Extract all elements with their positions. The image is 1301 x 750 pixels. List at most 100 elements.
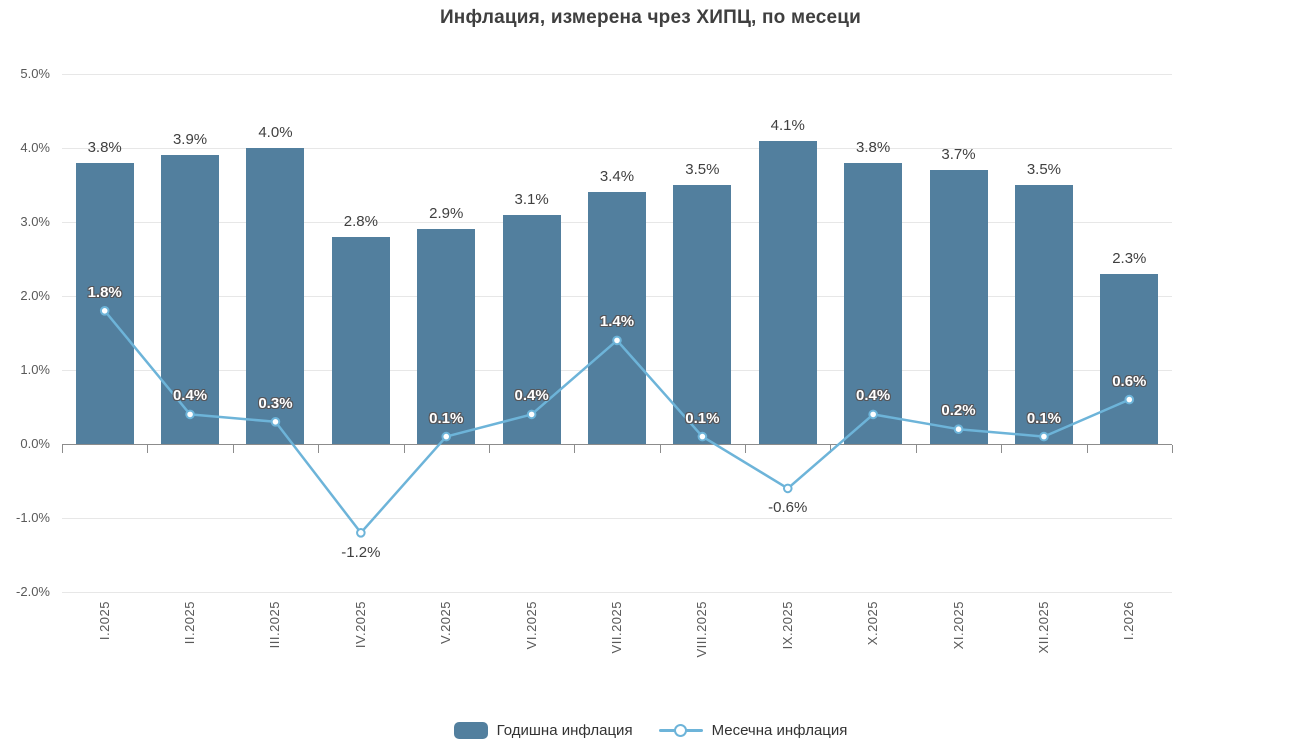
- x-axis-tick-label: III.2025: [267, 601, 283, 649]
- point-value-label: -0.6%: [768, 499, 808, 517]
- line-series-marker-icon: [658, 722, 703, 739]
- x-axis-tick-label: V.2025: [438, 601, 454, 645]
- line-point-marker[interactable]: [356, 528, 366, 538]
- line-point-marker[interactable]: [1039, 431, 1049, 442]
- bar-value-label: 3.9%: [172, 131, 208, 149]
- axis-tick: [403, 445, 405, 453]
- y-axis-tick-label: 4.0%: [20, 140, 50, 155]
- line-point-marker[interactable]: [526, 409, 537, 420]
- bar-annual-inflation[interactable]: [758, 140, 817, 444]
- bar-value-label: 3.8%: [87, 138, 122, 156]
- line-point-marker[interactable]: [185, 409, 195, 420]
- point-value-label: 0.1%: [1026, 409, 1062, 427]
- line-point-marker[interactable]: [697, 431, 708, 442]
- legend: Годишна инфлация Месечна инфлация: [0, 712, 1301, 748]
- x-axis-tick-label: IX.2025: [779, 601, 795, 650]
- x-axis-tick-label: X.2025: [865, 601, 881, 646]
- line-point-marker[interactable]: [1124, 394, 1135, 405]
- y-axis-tick-label: 2.0%: [20, 288, 50, 303]
- bar-value-label: 4.1%: [770, 116, 805, 134]
- bar-value-label: 2.3%: [1112, 249, 1147, 267]
- bar-value-label: 3.7%: [941, 146, 976, 164]
- axis-tick: [318, 445, 320, 453]
- bar-annual-inflation[interactable]: [588, 192, 646, 444]
- line-point-marker[interactable]: [868, 409, 878, 420]
- point-value-label: 0.1%: [685, 409, 720, 427]
- axis-tick: [659, 445, 661, 453]
- gridline: [62, 592, 1172, 593]
- legend-item-annual-inflation[interactable]: Годишна инфлация: [453, 721, 633, 739]
- bar-annual-inflation[interactable]: [502, 214, 561, 444]
- x-axis-tick-label: I.2026: [1121, 601, 1137, 641]
- bar-value-label: 3.5%: [685, 161, 720, 178]
- bar-annual-inflation[interactable]: [246, 148, 305, 444]
- line-point-marker[interactable]: [953, 424, 964, 435]
- line-point-marker[interactable]: [441, 431, 452, 442]
- axis-tick: [1172, 445, 1173, 453]
- bar-annual-inflation[interactable]: [1100, 273, 1159, 444]
- axis-tick: [232, 445, 234, 453]
- axis-tick: [488, 445, 490, 453]
- bar-annual-inflation[interactable]: [417, 229, 476, 444]
- line-point-marker[interactable]: [782, 483, 793, 494]
- x-axis-tick-label: XI.2025: [950, 601, 966, 650]
- point-value-label: 0.2%: [941, 402, 976, 420]
- bar-value-label: 3.5%: [1026, 161, 1062, 178]
- bar-annual-inflation[interactable]: [673, 185, 732, 444]
- bar-value-label: 3.4%: [599, 168, 635, 186]
- point-value-label: 1.4%: [599, 313, 635, 331]
- x-axis-tick-label: II.2025: [182, 601, 198, 645]
- bar-value-label: 2.8%: [343, 212, 378, 230]
- bar-value-label: 2.9%: [429, 205, 464, 223]
- bar-annual-inflation[interactable]: [75, 162, 134, 444]
- x-axis-tick-label: I.2025: [96, 601, 112, 641]
- axis-tick: [1001, 445, 1003, 453]
- monthly-inflation-line: [99, 306, 1135, 538]
- point-value-label: 1.8%: [87, 283, 122, 301]
- axis-tick: [574, 445, 576, 453]
- axis-tick: [915, 445, 917, 453]
- gridline: [62, 148, 1172, 149]
- chart-title: Инфлация, измерена чрез ХИПЦ, по месеци: [439, 7, 862, 28]
- x-axis-tick-label: XII.2025: [1035, 601, 1051, 654]
- point-value-label: 0.6%: [1112, 372, 1147, 390]
- legend-label: Годишна инфлация: [496, 721, 633, 739]
- point-value-label: 0.3%: [258, 394, 293, 412]
- point-value-label: 0.1%: [429, 409, 464, 427]
- x-axis-tick-label: VI.2025: [523, 601, 539, 650]
- point-value-label: 0.4%: [514, 387, 549, 405]
- bar-value-label: 4.0%: [258, 124, 293, 141]
- x-axis-tick-label: IV.2025: [352, 601, 368, 649]
- point-value-label: 0.4%: [856, 387, 891, 405]
- y-axis-tick-label: -1.0%: [16, 510, 50, 525]
- y-axis-tick-label: -2.0%: [16, 584, 50, 599]
- axis-tick: [745, 445, 747, 453]
- bar-annual-inflation[interactable]: [161, 155, 220, 444]
- axis-tick: [830, 445, 832, 453]
- y-axis-tick-label: 3.0%: [20, 214, 50, 229]
- x-axis-baseline: [62, 444, 1172, 445]
- bar-annual-inflation[interactable]: [1014, 185, 1073, 444]
- x-axis-tick-label: VII.2025: [609, 601, 624, 654]
- point-value-label: -1.2%: [341, 543, 381, 561]
- legend-label: Месечна инфлация: [711, 721, 848, 739]
- line-point-marker[interactable]: [612, 335, 622, 346]
- y-axis-tick-label: 5.0%: [20, 66, 50, 81]
- bar-value-label: 3.8%: [856, 138, 891, 156]
- line-point-marker[interactable]: [270, 417, 281, 427]
- y-axis-tick-label: 1.0%: [20, 362, 50, 377]
- point-value-label: 0.4%: [172, 387, 208, 405]
- gridline: [62, 518, 1172, 519]
- y-axis-tick-label: 0.0%: [20, 436, 50, 451]
- bar-annual-inflation[interactable]: [844, 162, 903, 444]
- bar-series-swatch-icon: [453, 721, 488, 739]
- bar-annual-inflation[interactable]: [929, 170, 988, 444]
- bar-value-label: 3.1%: [514, 190, 549, 208]
- axis-tick: [147, 445, 149, 453]
- bar-annual-inflation[interactable]: [331, 236, 390, 444]
- axis-tick: [1086, 445, 1088, 453]
- x-axis-tick-label: VIII.2025: [694, 601, 710, 658]
- line-point-marker[interactable]: [99, 306, 110, 316]
- legend-item-monthly-inflation[interactable]: Месечна инфлация: [658, 721, 848, 739]
